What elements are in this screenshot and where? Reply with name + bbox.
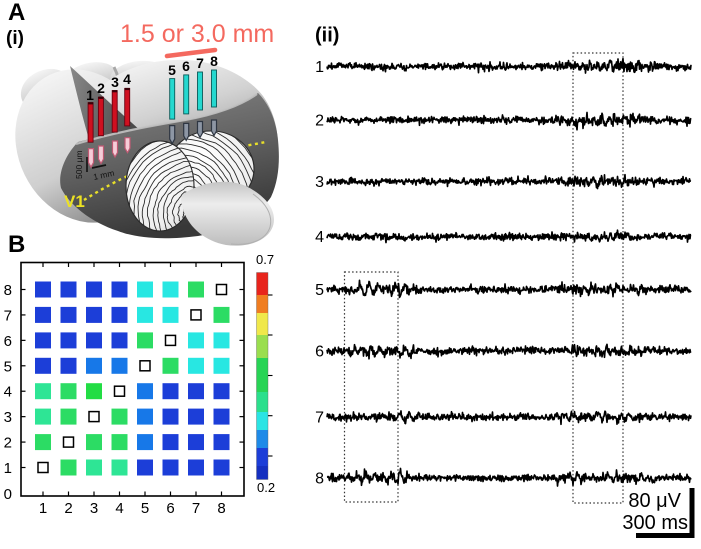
svg-text:500 μm: 500 μm bbox=[74, 150, 84, 179]
svg-text:2: 2 bbox=[64, 500, 72, 517]
svg-text:8: 8 bbox=[210, 53, 218, 69]
svg-text:(ii): (ii) bbox=[315, 25, 339, 47]
svg-text:6: 6 bbox=[182, 58, 190, 74]
svg-text:4: 4 bbox=[315, 229, 324, 246]
svg-text:V1: V1 bbox=[64, 192, 85, 211]
svg-text:B: B bbox=[8, 231, 25, 258]
svg-text:3: 3 bbox=[111, 74, 119, 90]
svg-text:4: 4 bbox=[4, 384, 12, 401]
svg-text:1: 1 bbox=[86, 87, 94, 103]
svg-text:2: 2 bbox=[97, 80, 105, 96]
svg-text:7: 7 bbox=[192, 500, 200, 517]
svg-text:3: 3 bbox=[90, 500, 98, 517]
svg-text:7: 7 bbox=[315, 410, 324, 427]
svg-text:(i): (i) bbox=[6, 28, 24, 49]
svg-text:3: 3 bbox=[315, 174, 324, 191]
svg-text:1: 1 bbox=[39, 500, 47, 517]
svg-text:8: 8 bbox=[315, 471, 324, 488]
svg-text:8: 8 bbox=[4, 282, 12, 299]
svg-text:80 μV: 80 μV bbox=[628, 490, 681, 512]
svg-text:8: 8 bbox=[217, 500, 225, 517]
svg-text:7: 7 bbox=[4, 307, 12, 324]
svg-text:5: 5 bbox=[315, 282, 324, 299]
svg-text:7: 7 bbox=[196, 55, 204, 71]
svg-text:0: 0 bbox=[4, 486, 12, 503]
svg-text:6: 6 bbox=[166, 500, 174, 517]
svg-text:2: 2 bbox=[315, 113, 324, 130]
svg-text:5: 5 bbox=[4, 358, 12, 375]
svg-text:300 ms: 300 ms bbox=[622, 512, 688, 534]
svg-text:3: 3 bbox=[4, 409, 12, 426]
svg-text:0.2: 0.2 bbox=[257, 480, 275, 495]
svg-text:1 mm: 1 mm bbox=[92, 168, 115, 182]
svg-text:4: 4 bbox=[123, 71, 131, 87]
svg-text:4: 4 bbox=[115, 500, 123, 517]
svg-text:5: 5 bbox=[141, 500, 149, 517]
svg-text:0.7: 0.7 bbox=[256, 252, 274, 267]
svg-text:5: 5 bbox=[168, 62, 176, 78]
svg-text:1: 1 bbox=[315, 59, 324, 76]
svg-text:A: A bbox=[8, 0, 25, 26]
svg-text:6: 6 bbox=[4, 333, 12, 350]
svg-text:6: 6 bbox=[315, 344, 324, 361]
svg-text:1: 1 bbox=[4, 460, 12, 477]
svg-text:1.5 or 3.0 mm: 1.5 or 3.0 mm bbox=[120, 20, 274, 48]
svg-text:2: 2 bbox=[4, 435, 12, 452]
